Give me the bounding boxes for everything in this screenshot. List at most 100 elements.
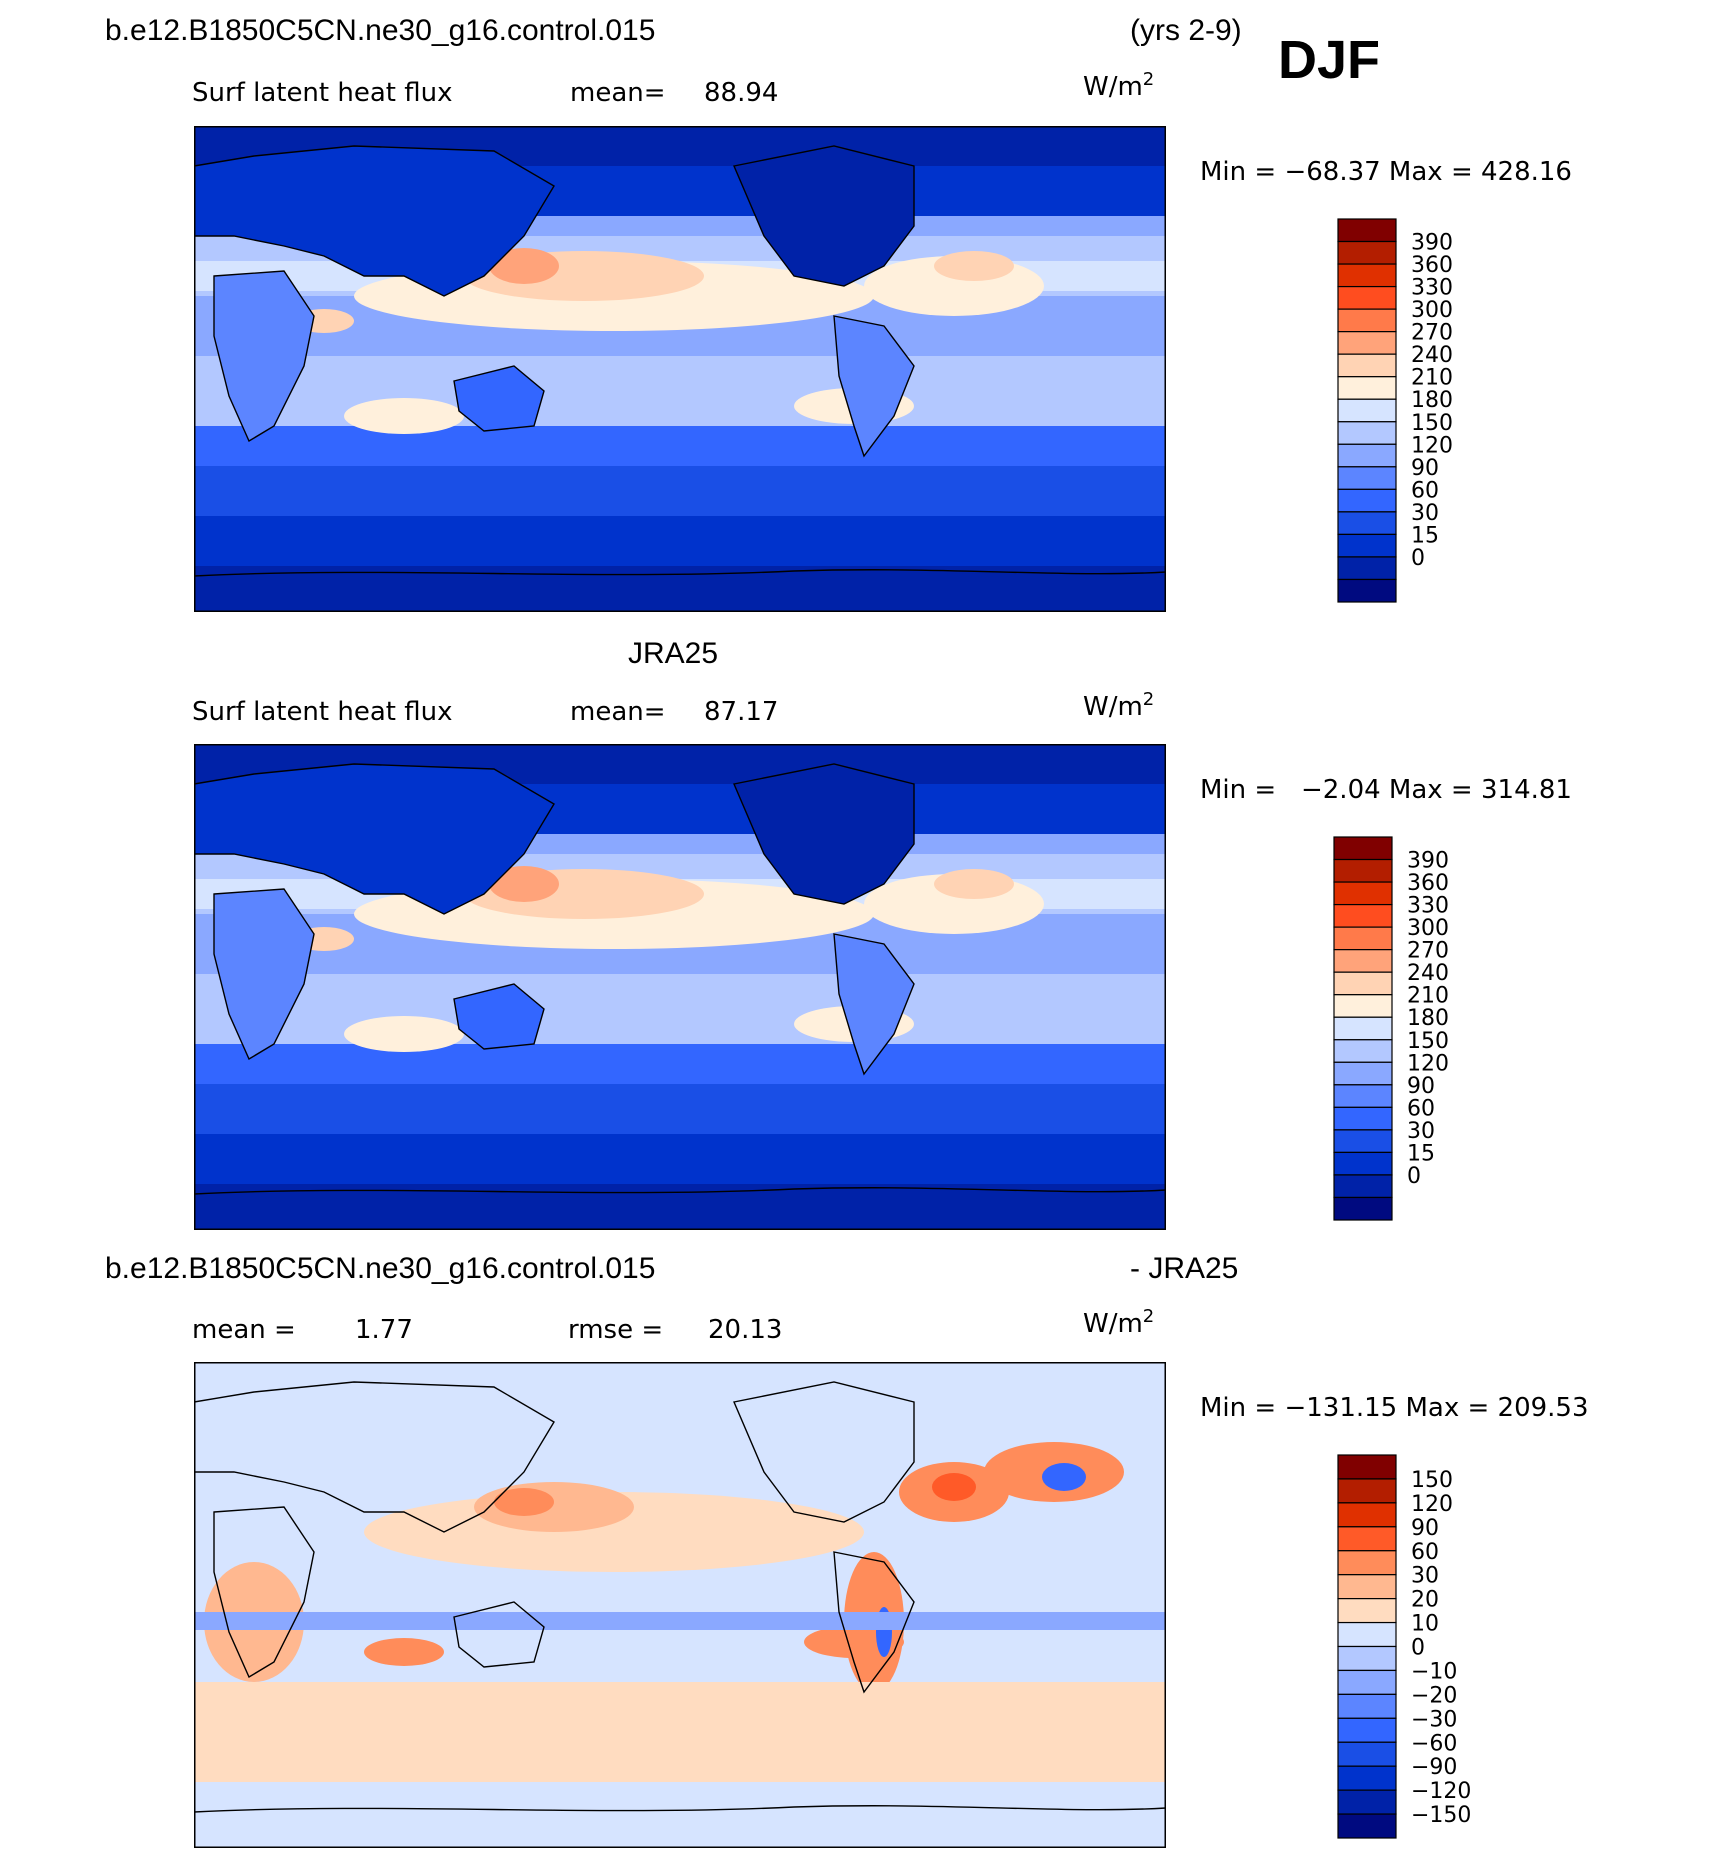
colorbar-swatch xyxy=(1333,971,1393,996)
colorbar-swatch xyxy=(1333,949,1393,973)
colorbar-swatch xyxy=(1337,1502,1397,1528)
colorbar-swatch xyxy=(1333,903,1393,928)
panel-obs-stats: Min = −2.04 Max = 314.81 xyxy=(1200,775,1572,805)
panel-obs-map xyxy=(194,744,1166,1230)
colorbar-label: 330 xyxy=(1411,276,1453,301)
colorbar-label: 120 xyxy=(1411,433,1453,458)
colorbar-label: −20 xyxy=(1411,1683,1457,1708)
panel-model: Surf latent heat flux mean= 88.94 W/m2 M… xyxy=(192,69,1572,612)
colorbar-label: 90 xyxy=(1407,1074,1435,1099)
colorbar-label: 90 xyxy=(1411,456,1439,481)
colorbar-swatch xyxy=(1337,1598,1397,1624)
colorbar-swatch xyxy=(1337,1789,1397,1815)
colorbar-swatch xyxy=(1337,285,1397,310)
colorbar-swatch xyxy=(1337,1765,1397,1791)
colorbar-label: 210 xyxy=(1407,984,1449,1009)
colorbar-label: 300 xyxy=(1407,916,1449,941)
colorbar-swatch xyxy=(1333,858,1393,883)
colorbar-swatch xyxy=(1337,1669,1397,1695)
colorbar-label: 150 xyxy=(1411,1468,1453,1493)
colorbar-swatch xyxy=(1337,376,1397,400)
colorbar-swatch xyxy=(1337,1621,1397,1648)
colorbar-label: 0 xyxy=(1411,546,1425,571)
colorbar-swatch xyxy=(1333,1061,1393,1086)
colorbar-swatch xyxy=(1333,1129,1393,1154)
colorbar-swatch xyxy=(1337,1550,1397,1576)
colorbar-swatch xyxy=(1333,1151,1393,1176)
colorbar-label: 120 xyxy=(1407,1051,1449,1076)
panel-model-stats: Min = −68.37 Max = 428.16 xyxy=(1200,157,1572,187)
colorbar-label: 150 xyxy=(1407,1029,1449,1054)
colorbar-label: 390 xyxy=(1411,231,1453,256)
panel-model-mean-value: 88.94 xyxy=(704,78,778,108)
panel-diff-units-base: W/m xyxy=(1083,1309,1143,1339)
colorbar-swatch xyxy=(1337,466,1397,490)
colorbar-swatch xyxy=(1337,398,1397,423)
colorbar-swatch xyxy=(1333,926,1393,951)
colorbar-swatch xyxy=(1333,1084,1393,1108)
colorbar-label: 390 xyxy=(1407,849,1449,874)
panel-diff-title-left: b.e12.B1850C5CN.ne30_g16.control.015 xyxy=(105,1252,655,1285)
colorbar-label: 360 xyxy=(1407,871,1449,896)
colorbar-swatch xyxy=(1337,488,1397,513)
colorbar-label: −60 xyxy=(1411,1731,1457,1756)
colorbar-swatch xyxy=(1337,1741,1397,1767)
colorbar-swatch xyxy=(1333,1174,1393,1199)
colorbar-label: 20 xyxy=(1411,1588,1439,1613)
colorbar-swatch xyxy=(1333,836,1393,861)
panel-diff-mean-value: 1.77 xyxy=(355,1315,413,1345)
colorbar-swatch xyxy=(1337,263,1397,288)
colorbar-swatch xyxy=(1337,218,1397,243)
colorbar-swatch xyxy=(1337,1574,1397,1600)
colorbar-swatch xyxy=(1337,308,1397,333)
colorbar-label: −90 xyxy=(1411,1755,1457,1780)
panel-model-units-sup: 2 xyxy=(1143,69,1154,90)
panel-obs-mean-label: mean= xyxy=(570,697,666,727)
colorbar-swatch xyxy=(1337,578,1397,603)
colorbar-label: 150 xyxy=(1411,411,1453,436)
panel-diff-map xyxy=(194,1362,1166,1848)
colorbar-label: 300 xyxy=(1411,298,1453,323)
panel-diff-rmse-value: 20.13 xyxy=(708,1315,782,1345)
panel-diff-mean-label: mean = xyxy=(192,1315,296,1345)
colorbar-swatch xyxy=(1337,1813,1397,1839)
panel-model-variable: Surf latent heat flux xyxy=(192,78,452,108)
panel-obs-title: JRA25 xyxy=(628,637,718,670)
colorbar-label: 0 xyxy=(1411,1636,1425,1661)
colorbar-swatch xyxy=(1337,443,1397,468)
colorbar-swatch xyxy=(1337,511,1397,536)
colorbar-swatch xyxy=(1333,1106,1393,1131)
colorbar-label: 60 xyxy=(1411,478,1439,503)
panel-obs-units-base: W/m xyxy=(1083,692,1143,722)
panel-diff-title-right: - JRA25 xyxy=(1130,1252,1238,1285)
colorbar-label: 180 xyxy=(1411,388,1453,413)
panel-model-units: W/m2 xyxy=(1083,69,1154,102)
panel-diff-stats: Min = −131.15 Max = 209.53 xyxy=(1200,1393,1589,1423)
colorbar-swatch xyxy=(1337,1478,1397,1504)
colorbar-label: 30 xyxy=(1407,1119,1435,1144)
colorbar-swatch xyxy=(1333,1039,1393,1063)
colorbar-swatch xyxy=(1337,556,1397,581)
colorbar-label: 240 xyxy=(1411,343,1453,368)
panel-obs-mean-value: 87.17 xyxy=(704,697,778,727)
colorbar-label: −10 xyxy=(1411,1659,1457,1684)
colorbar-swatch xyxy=(1333,1016,1393,1041)
colorbar-swatch xyxy=(1337,1645,1397,1672)
colorbar-label: 0 xyxy=(1407,1164,1421,1189)
colorbar-swatch xyxy=(1333,1196,1393,1221)
colorbar-label: 120 xyxy=(1411,1492,1453,1517)
colorbar-label: 10 xyxy=(1411,1612,1439,1637)
colorbar-swatch xyxy=(1337,1454,1397,1480)
colorbar-swatch xyxy=(1337,1526,1397,1552)
panel-obs: JRA25 Surf latent heat flux mean= 87.17 … xyxy=(192,637,1572,1230)
colorbar-label: 60 xyxy=(1407,1096,1435,1121)
colorbar-swatch xyxy=(1333,994,1393,1018)
panel-obs-units: W/m2 xyxy=(1083,689,1154,722)
season-label: DJF xyxy=(1278,30,1380,90)
colorbar-swatch xyxy=(1333,881,1393,906)
colorbar-swatch xyxy=(1337,1717,1397,1743)
colorbar-label: 30 xyxy=(1411,501,1439,526)
colorbar-label: 90 xyxy=(1411,1516,1439,1541)
